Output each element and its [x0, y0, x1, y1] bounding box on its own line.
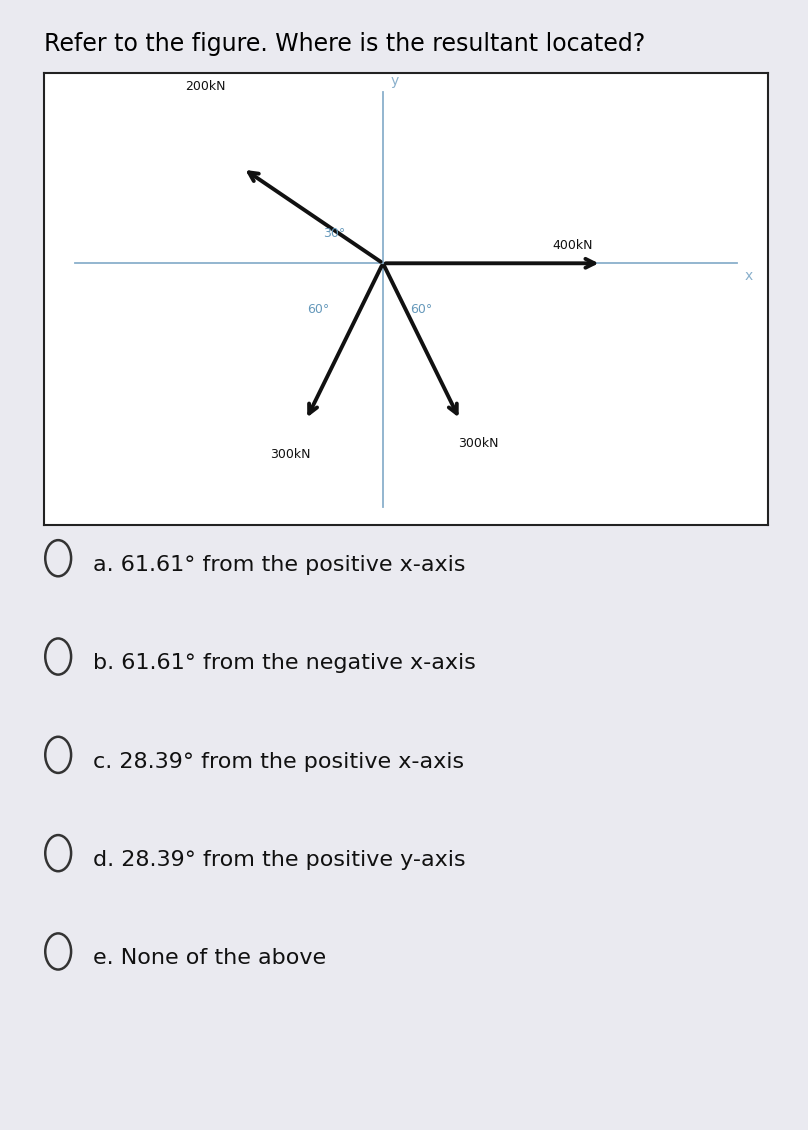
- Text: 400kN: 400kN: [552, 238, 593, 252]
- Text: 30°: 30°: [322, 227, 345, 240]
- Text: 300kN: 300kN: [271, 447, 311, 461]
- Text: y: y: [390, 73, 399, 88]
- Text: 200kN: 200kN: [186, 80, 226, 94]
- Text: x: x: [744, 269, 753, 282]
- Text: b. 61.61° from the negative x-axis: b. 61.61° from the negative x-axis: [93, 653, 476, 673]
- Text: e. None of the above: e. None of the above: [93, 948, 326, 968]
- Text: a. 61.61° from the positive x-axis: a. 61.61° from the positive x-axis: [93, 555, 465, 575]
- Text: Refer to the figure. Where is the resultant located?: Refer to the figure. Where is the result…: [44, 32, 646, 55]
- Text: c. 28.39° from the positive x-axis: c. 28.39° from the positive x-axis: [93, 751, 464, 772]
- Text: d. 28.39° from the positive y-axis: d. 28.39° from the positive y-axis: [93, 850, 465, 870]
- Text: 60°: 60°: [307, 303, 330, 316]
- Text: 300kN: 300kN: [458, 437, 499, 450]
- Text: 60°: 60°: [410, 303, 432, 316]
